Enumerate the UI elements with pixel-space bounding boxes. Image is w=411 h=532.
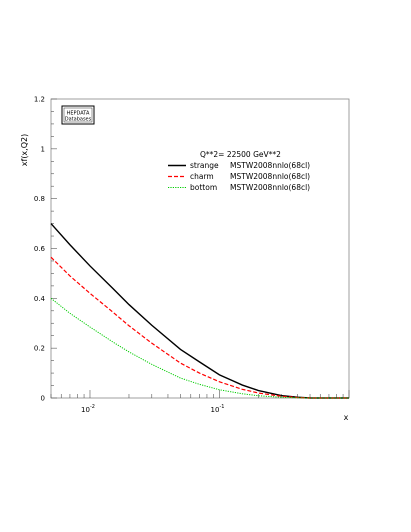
legend-set-strange: MSTW2008nnlo(68cl)	[230, 161, 310, 170]
plot-frame	[50, 98, 350, 399]
y-tick-label: 0.6	[34, 245, 46, 253]
x-tick-label: 10-2	[81, 404, 95, 414]
legend-header: Q**2= 22500 GeV**2	[200, 150, 281, 159]
y-axis-ticks: 0 0.2 0.4 0.6 0.8 1 1.2	[34, 96, 57, 403]
y-tick-label: 1	[41, 145, 45, 153]
y-tick-label: 1.2	[34, 96, 45, 104]
legend-label-bottom: bottom	[190, 183, 217, 192]
curves	[50, 223, 349, 399]
series-line-charm	[50, 256, 349, 399]
y-tick-label: 0	[41, 395, 45, 403]
y-tick-label: 0.4	[34, 295, 46, 303]
x-axis-label: x	[344, 413, 349, 422]
x-tick-label: 10-1	[211, 404, 225, 414]
logo-line1: HEPDATA	[67, 111, 90, 117]
legend: Q**2= 22500 GeV**2 strange MSTW2008nnlo(6…	[168, 150, 310, 192]
series-line-bottom	[50, 297, 349, 399]
series-line-strange	[50, 223, 349, 399]
y-tick-label: 0.8	[34, 195, 45, 203]
legend-label-strange: strange	[190, 161, 219, 170]
x-axis-ticks: 10-2 10-1	[50, 390, 350, 414]
y-axis-label: xf(x,Q2)	[20, 134, 29, 166]
hepdata-logo: HEPDATA Databases	[61, 105, 95, 125]
legend-set-bottom: MSTW2008nnlo(68cl)	[230, 183, 310, 192]
legend-entries: strange MSTW2008nnlo(68cl) charm MSTW2008nn…	[168, 161, 310, 192]
legend-set-charm: MSTW2008nnlo(68cl)	[230, 172, 310, 181]
legend-label-charm: charm	[190, 172, 214, 181]
logo-line2: Databases	[65, 117, 92, 123]
y-tick-label: 0.2	[34, 345, 45, 353]
